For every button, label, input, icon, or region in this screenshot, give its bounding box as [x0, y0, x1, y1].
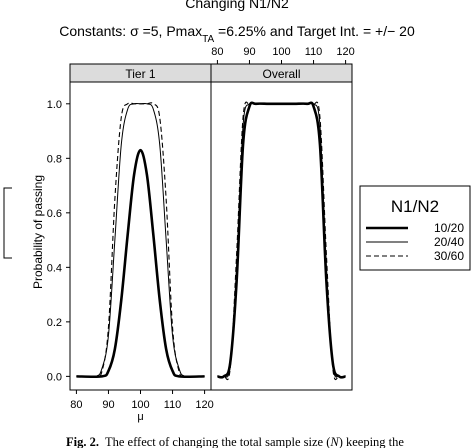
- y-tick-label: 0.6: [47, 208, 62, 220]
- x-tick-label-top: 80: [211, 46, 223, 58]
- series-line-overall-20-40: [217, 101, 346, 378]
- constants-suffix: =6.25% and Target Int. = +/− 20: [214, 23, 415, 39]
- panel-title-tier1: Tier 1: [125, 67, 156, 81]
- series-line-tier-1-20-40: [76, 102, 205, 378]
- x-tick-label-bottom: 90: [102, 399, 114, 411]
- y-tick-label: 0.2: [47, 317, 62, 329]
- y-tick-label: 0.4: [47, 262, 62, 274]
- x-tick-label-bottom: 100: [131, 399, 149, 411]
- x-tick-label-top: 120: [336, 46, 354, 58]
- x-tick-label-bottom: 120: [195, 399, 213, 411]
- x-tick-label-top: 100: [272, 46, 290, 58]
- x-tick-label-bottom: 110: [164, 399, 182, 411]
- figure-title: Changing N1/N2: [185, 0, 289, 11]
- legend-label: 30/60: [434, 249, 464, 263]
- x-tick-label-bottom: 80: [70, 399, 82, 411]
- constants-prefix: Constants: σ =5, Pmax: [59, 23, 202, 39]
- panel-frame-tier1: [69, 81, 212, 391]
- constants-line: Constants: σ =5, PmaxTA =6.25% and Targe…: [59, 23, 415, 45]
- y-axis-label: Probability of passing: [31, 175, 45, 289]
- caption-text-2: ) keeping the: [339, 435, 405, 448]
- x-tick-label-top: 110: [305, 46, 323, 58]
- series-line-overall-30-60: [217, 101, 346, 380]
- legend-label: 20/40: [434, 235, 464, 249]
- caption-label: Fig. 2.: [66, 435, 99, 448]
- x-tick-label-top: 90: [243, 46, 255, 58]
- y-tick-label: 0.8: [47, 153, 62, 165]
- y-tick-label: 0.0: [47, 371, 62, 383]
- caption-n-symbol: N: [329, 435, 339, 448]
- figure-caption: Fig. 2. The effect of changing the total …: [66, 435, 404, 448]
- legend-title: N1/N2: [391, 197, 439, 216]
- constants-subscript: TA: [202, 34, 214, 45]
- y-tick-label: 1.0: [47, 99, 62, 111]
- series-line-tier-1-30-60: [76, 102, 205, 378]
- left-bracket: [3, 187, 12, 259]
- panel-frame-overall: [210, 81, 353, 391]
- x-axis-label: μ: [137, 411, 143, 423]
- panel-title-overall: Overall: [262, 67, 300, 81]
- series-line-overall-10-20: [217, 101, 346, 379]
- legend-label: 10/20: [434, 221, 464, 235]
- caption-text-1: The effect of changing the total sample …: [105, 435, 330, 448]
- series-line-tier-1-10-20: [76, 148, 205, 379]
